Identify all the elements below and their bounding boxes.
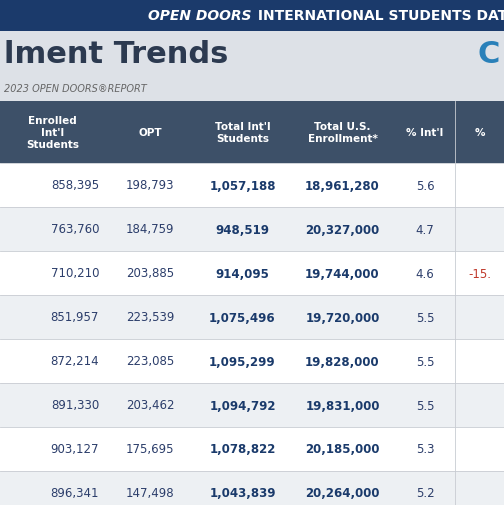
Bar — [0, 427, 504, 471]
Text: 2023 OPEN DOORS®REPORT: 2023 OPEN DOORS®REPORT — [4, 84, 147, 94]
Text: %: % — [474, 128, 485, 138]
Text: Total Int'l
Students: Total Int'l Students — [215, 122, 270, 144]
Text: 891,330: 891,330 — [51, 399, 99, 412]
Text: 4.7: 4.7 — [416, 223, 434, 236]
Text: 20,264,000: 20,264,000 — [305, 486, 380, 499]
Text: 914,095: 914,095 — [216, 267, 270, 280]
Text: lment Trends: lment Trends — [4, 40, 228, 69]
Text: 19,720,000: 19,720,000 — [305, 311, 380, 324]
Text: 896,341: 896,341 — [50, 486, 99, 499]
Bar — [0, 471, 504, 505]
Text: 5.2: 5.2 — [416, 486, 434, 499]
Bar — [0, 208, 504, 251]
Text: % Int'l: % Int'l — [406, 128, 444, 138]
Text: 5.6: 5.6 — [416, 179, 434, 192]
Text: 1,043,839: 1,043,839 — [209, 486, 276, 499]
Bar — [0, 383, 504, 427]
Text: 18,961,280: 18,961,280 — [305, 179, 380, 192]
Text: 20,185,000: 20,185,000 — [305, 442, 380, 456]
Bar — [0, 295, 504, 339]
Text: 203,885: 203,885 — [126, 267, 174, 280]
Text: 184,759: 184,759 — [126, 223, 174, 236]
Text: Total U.S.
Enrollment*: Total U.S. Enrollment* — [307, 122, 377, 144]
Text: INTERNATIONAL STUDENTS DATA: INTERNATIONAL STUDENTS DATA — [253, 9, 504, 23]
Text: 1,094,792: 1,094,792 — [209, 399, 276, 412]
Text: 5.5: 5.5 — [416, 399, 434, 412]
Text: Enrolled
Int'l
Students: Enrolled Int'l Students — [26, 116, 79, 149]
Text: 1,075,496: 1,075,496 — [209, 311, 276, 324]
Text: 147,498: 147,498 — [125, 486, 174, 499]
Text: OPT: OPT — [138, 128, 162, 138]
Bar — [0, 339, 504, 383]
Text: 710,210: 710,210 — [50, 267, 99, 280]
Text: 19,831,000: 19,831,000 — [305, 399, 380, 412]
Text: 175,695: 175,695 — [126, 442, 174, 456]
Text: 903,127: 903,127 — [50, 442, 99, 456]
Text: 872,214: 872,214 — [50, 355, 99, 368]
Text: 20,327,000: 20,327,000 — [305, 223, 380, 236]
Text: 19,744,000: 19,744,000 — [305, 267, 380, 280]
Text: 1,078,822: 1,078,822 — [209, 442, 276, 456]
Text: 858,395: 858,395 — [51, 179, 99, 192]
Text: 19,828,000: 19,828,000 — [305, 355, 380, 368]
Bar — [0, 251, 504, 295]
Text: 223,539: 223,539 — [126, 311, 174, 324]
Text: 851,957: 851,957 — [50, 311, 99, 324]
Text: C: C — [478, 40, 500, 69]
Text: 5.5: 5.5 — [416, 355, 434, 368]
Text: 203,462: 203,462 — [126, 399, 174, 412]
Text: -15.: -15. — [468, 267, 491, 280]
Bar — [0, 164, 504, 208]
Text: 5.5: 5.5 — [416, 311, 434, 324]
Text: OPEN DOORS: OPEN DOORS — [149, 9, 252, 23]
Text: 223,085: 223,085 — [126, 355, 174, 368]
Text: 948,519: 948,519 — [216, 223, 270, 236]
Text: 1,095,299: 1,095,299 — [209, 355, 276, 368]
Bar — [0, 0, 504, 32]
Text: 4.6: 4.6 — [416, 267, 434, 280]
Bar — [0, 102, 504, 164]
Text: 1,057,188: 1,057,188 — [209, 179, 276, 192]
Text: 5.3: 5.3 — [416, 442, 434, 456]
Text: 198,793: 198,793 — [126, 179, 174, 192]
Bar — [0, 32, 504, 102]
Text: 763,760: 763,760 — [50, 223, 99, 236]
